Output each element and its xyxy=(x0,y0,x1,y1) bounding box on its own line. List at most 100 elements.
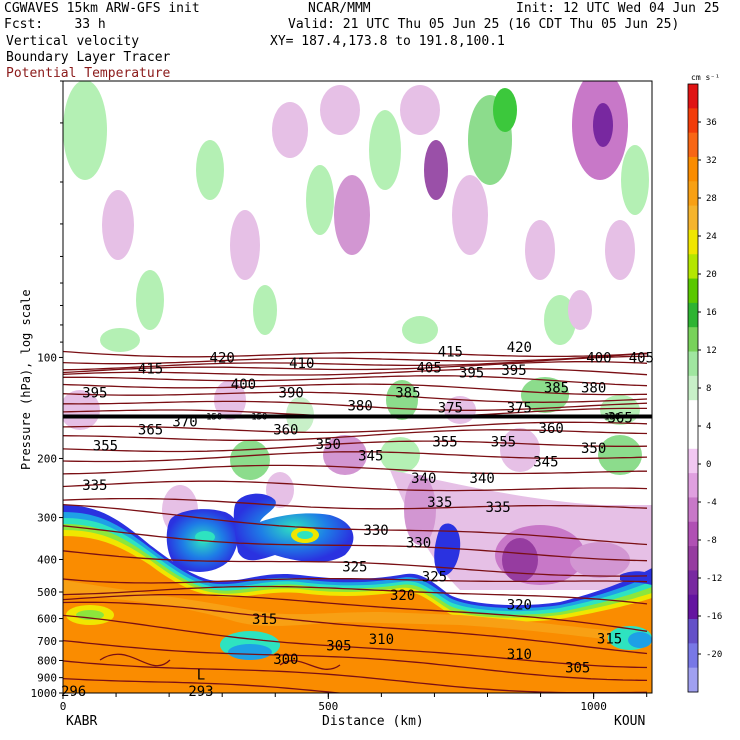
theta-label: L xyxy=(197,667,205,683)
tropopause-label: 150 xyxy=(206,413,222,423)
colorbar-unit: cm s⁻¹ xyxy=(691,73,720,82)
theta-contour-line xyxy=(63,355,648,371)
theta-label: 300 xyxy=(273,652,298,668)
cross-section-endpoints: XY= 187.4,173.8 to 191.8,100.1 xyxy=(270,34,505,49)
theta-label: 390 xyxy=(279,385,304,401)
theta-label: 335 xyxy=(82,478,107,494)
y-tick-label: 500 xyxy=(37,586,57,599)
x-axis: 0 500 1000 xyxy=(60,693,648,713)
theta-contour-line xyxy=(63,361,648,374)
theta-contour-line xyxy=(63,421,648,434)
theta-label: 350 xyxy=(581,441,606,457)
colorbar-swatch xyxy=(688,667,698,693)
colorbar-label: 16 xyxy=(706,308,717,318)
theta-label: 296 xyxy=(61,684,86,700)
theta-label: 310 xyxy=(369,632,394,648)
forecast-hour: Fcst: 33 h xyxy=(4,17,106,32)
colorbar-swatch xyxy=(688,327,698,353)
colorbar-swatch xyxy=(688,400,698,425)
theta-label: 365 xyxy=(608,411,633,427)
theta-label: 415 xyxy=(438,345,463,361)
colorbar-swatch xyxy=(688,594,698,620)
theta-label: 370 xyxy=(172,414,197,430)
colorbar-swatch xyxy=(688,351,698,377)
colorbar-swatch xyxy=(688,643,698,669)
theta-contour-line xyxy=(63,577,648,584)
theta-contour-line xyxy=(63,375,648,387)
theta-label: 380 xyxy=(581,381,606,397)
y-tick-label: 800 xyxy=(37,654,57,667)
y-tick-label: 700 xyxy=(37,635,57,648)
colorbar-swatch xyxy=(688,619,698,644)
x-tick-label: 0 xyxy=(60,700,67,713)
colorbar-swatch xyxy=(688,278,698,304)
colorbar-swatch xyxy=(688,473,698,498)
colorbar-swatch xyxy=(688,132,698,158)
field-vertical-velocity: Vertical velocity xyxy=(6,34,140,49)
colorbar-label: 36 xyxy=(706,118,717,128)
theta-label: 305 xyxy=(326,639,351,655)
theta-label: 325 xyxy=(422,570,447,586)
valid-time: Valid: 21 UTC Thu 05 Jun 25 (16 CDT Thu … xyxy=(288,17,680,32)
theta-contour-line xyxy=(63,660,648,693)
theta-contour-line xyxy=(63,383,648,396)
institution-label: NCAR/MMM xyxy=(308,1,371,16)
x-tick-label: 1000 xyxy=(580,700,607,713)
y-tick-label: 600 xyxy=(37,613,57,626)
theta-contour-line xyxy=(63,391,648,403)
theta-label: 420 xyxy=(507,340,532,356)
y-tick-label: 300 xyxy=(37,512,57,525)
colorbar-label: 0 xyxy=(706,460,711,470)
tropopause-label: 150 xyxy=(604,413,620,423)
theta-label: 315 xyxy=(597,632,622,648)
theta-label: 365 xyxy=(138,423,163,439)
theta-label: 385 xyxy=(395,385,420,401)
theta-contour-line xyxy=(63,677,346,693)
field-potential-temperature: Potential Temperature xyxy=(6,66,171,81)
theta-contour-line xyxy=(63,353,648,365)
theta-label: 340 xyxy=(470,471,495,487)
colorbar-label: -4 xyxy=(706,498,717,508)
theta-contour-line xyxy=(63,451,648,463)
colorbar-swatch xyxy=(688,229,698,255)
theta-label: 293 xyxy=(188,684,213,700)
theta-contour-line xyxy=(63,400,648,411)
theta-contour-line xyxy=(63,593,648,632)
theta-label: 385 xyxy=(544,381,569,397)
theta-contour-line xyxy=(63,464,647,475)
colorbar-label: 28 xyxy=(706,194,717,204)
y-tick-label: 900 xyxy=(37,672,57,685)
theta-label: 340 xyxy=(411,471,436,487)
theta-label: 320 xyxy=(390,588,415,604)
colorbar-label: -20 xyxy=(706,650,722,660)
colorbar-swatch xyxy=(688,570,698,596)
theta-label: 420 xyxy=(210,350,235,366)
colorbar-swatch xyxy=(688,108,698,134)
plot-frame xyxy=(62,80,653,694)
theta-label: 335 xyxy=(427,495,452,511)
colorbar-swatch xyxy=(688,546,698,571)
y-axis: 100 200 300 400 500 600 700 800 900 1000 xyxy=(31,80,63,700)
colorbar-swatch xyxy=(688,302,698,328)
endpoint-right-label: KOUN xyxy=(614,714,645,729)
colorbar-swatch xyxy=(688,424,698,450)
theta-label: 355 xyxy=(93,439,118,455)
theta-label: 395 xyxy=(459,366,484,382)
theta-label: 315 xyxy=(252,612,277,628)
y-tick-label: 1000 xyxy=(31,687,58,700)
theta-label: 400 xyxy=(231,377,256,393)
theta-label: 410 xyxy=(289,356,314,372)
theta-label: 310 xyxy=(507,647,532,663)
theta-label: 405 xyxy=(629,350,654,366)
theta-contour-line xyxy=(63,429,648,442)
theta-label: 330 xyxy=(406,535,431,551)
y-axis-label: Pressure (hPa), log scale xyxy=(19,289,33,470)
theta-contour-line xyxy=(63,525,648,562)
theta-label: 395 xyxy=(501,363,526,379)
colorbar-swatch xyxy=(688,448,698,474)
theta-label: 305 xyxy=(565,661,590,677)
theta-label: 395 xyxy=(82,385,107,401)
colorbar-legend: cm s⁻¹ 36 32 28 24 20 16 12 8 4 0 -4 -8 -12 -16 -20 xyxy=(687,73,722,693)
theta-label: 345 xyxy=(358,449,383,465)
